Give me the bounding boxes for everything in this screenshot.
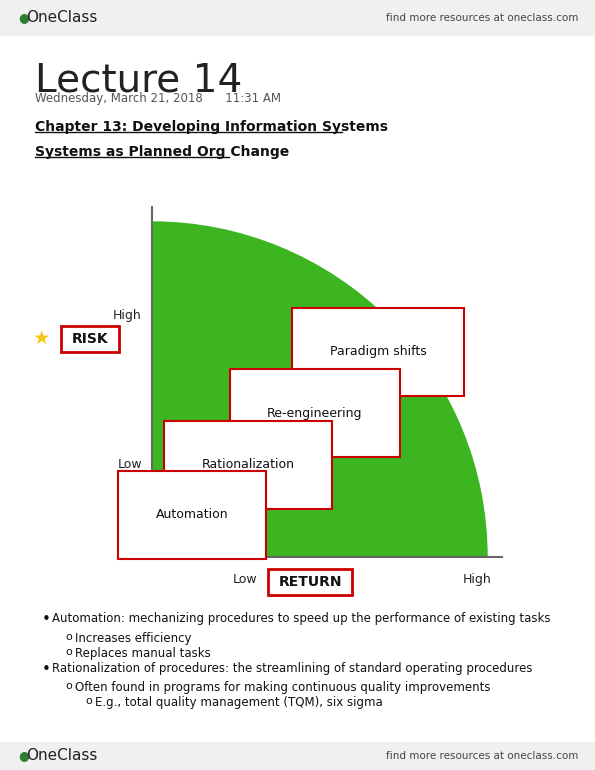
Wedge shape	[152, 392, 317, 557]
Text: o: o	[65, 647, 72, 657]
Text: High: High	[463, 573, 491, 586]
Text: Systems as Planned Org Change: Systems as Planned Org Change	[35, 145, 289, 159]
Text: o: o	[85, 696, 92, 706]
Bar	[0, 742, 595, 770]
Text: Often found in programs for making continuous quality improvements: Often found in programs for making conti…	[75, 681, 490, 694]
Text: High: High	[113, 309, 142, 322]
Text: ●: ●	[18, 12, 29, 25]
Text: OneClass: OneClass	[26, 11, 98, 25]
Text: Wednesday, March 21, 2018      11:31 AM: Wednesday, March 21, 2018 11:31 AM	[35, 92, 281, 105]
Text: Increases efficiency: Increases efficiency	[75, 631, 192, 644]
Wedge shape	[152, 222, 487, 557]
Text: E.g., total quality management (TQM), six sigma: E.g., total quality management (TQM), si…	[95, 696, 383, 709]
Wedge shape	[152, 464, 245, 557]
Text: Chapter 13: Developing Information Systems: Chapter 13: Developing Information Syste…	[35, 120, 388, 134]
Bar	[0, 0, 595, 35]
Text: find more resources at oneclass.com: find more resources at oneclass.com	[386, 751, 578, 761]
Text: •: •	[42, 612, 51, 627]
Text: Low: Low	[233, 573, 257, 586]
FancyBboxPatch shape	[268, 569, 352, 595]
Text: Rationalization: Rationalization	[202, 458, 295, 471]
Text: Rationalization of procedures: the streamlining of standard operating procedures: Rationalization of procedures: the strea…	[52, 661, 533, 675]
Text: Lecture 14: Lecture 14	[35, 62, 242, 100]
Text: o: o	[65, 681, 72, 691]
Text: Re-engineering: Re-engineering	[267, 407, 363, 420]
Text: Low: Low	[117, 457, 142, 470]
Text: Replaces manual tasks: Replaces manual tasks	[75, 647, 211, 660]
Text: OneClass: OneClass	[26, 748, 98, 764]
Text: Automation: Automation	[156, 508, 228, 521]
Text: •: •	[42, 661, 51, 677]
Text: Paradigm shifts: Paradigm shifts	[330, 346, 427, 359]
Text: Automation: mechanizing procedures to speed up the performance of existing tasks: Automation: mechanizing procedures to sp…	[52, 612, 550, 625]
Wedge shape	[152, 315, 394, 557]
Text: RISK: RISK	[71, 332, 108, 346]
Text: ●: ●	[18, 749, 29, 762]
FancyBboxPatch shape	[61, 326, 119, 352]
Text: find more resources at oneclass.com: find more resources at oneclass.com	[386, 13, 578, 23]
Text: o: o	[65, 631, 72, 641]
Text: RETURN: RETURN	[278, 575, 342, 589]
Text: ★: ★	[33, 329, 51, 347]
